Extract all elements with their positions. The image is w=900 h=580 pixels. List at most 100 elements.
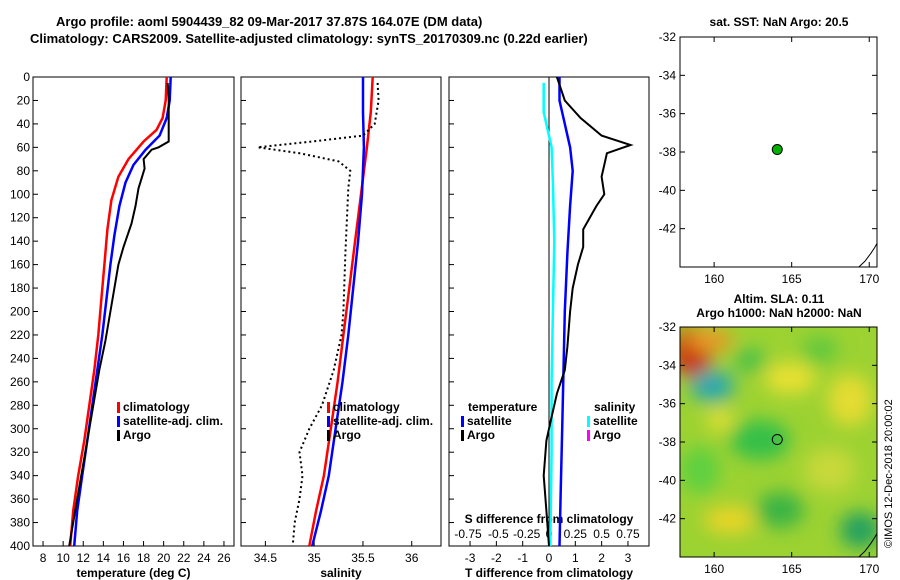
legend-s-satellite: satellite bbox=[593, 414, 638, 428]
temperature-xtick-label: 8 bbox=[40, 551, 47, 565]
salinity-diff-tick-label: -0.25 bbox=[513, 527, 541, 541]
depth-tick-label: 200 bbox=[10, 305, 30, 319]
sst-map-ytick-label: -40 bbox=[659, 183, 677, 197]
sst-map-ytick-label: -32 bbox=[659, 30, 677, 44]
depth-tick-label: 220 bbox=[10, 328, 30, 342]
legend-satellite-adj: satellite-adj. clim. bbox=[333, 414, 433, 428]
difference-xlabel-top: S difference from climatology bbox=[465, 512, 634, 526]
salinity-xtick-label: 36 bbox=[405, 551, 419, 565]
salinity-diff-tick-label: -0.75 bbox=[454, 527, 482, 541]
sla-map-ytick-label: -40 bbox=[659, 473, 677, 487]
legend-temperature-title: temperature bbox=[468, 400, 538, 414]
legend-t-satellite-swatch bbox=[461, 416, 464, 427]
temperature-xtick-label: 26 bbox=[217, 551, 231, 565]
depth-tick-label: 180 bbox=[10, 281, 30, 295]
sla-map-xtick-label: 160 bbox=[704, 562, 724, 576]
legend-satellite-adj-swatch bbox=[117, 416, 120, 427]
depth-tick-label: 380 bbox=[10, 516, 30, 530]
sla-map-title-line-2: Argo h1000: NaN h2000: NaN bbox=[696, 306, 861, 320]
depth-tick-label: 360 bbox=[10, 492, 30, 506]
sla-map-ytick-label: -38 bbox=[659, 435, 677, 449]
sla-map-argo-marker bbox=[771, 434, 783, 446]
salinity-diff-tick-label: 0.75 bbox=[616, 527, 640, 541]
depth-tick-label: 120 bbox=[10, 211, 30, 225]
legend-s-argo-swatch bbox=[587, 430, 590, 441]
legend-s-argo: Argo bbox=[593, 428, 621, 442]
salinity-series-argo bbox=[257, 82, 380, 547]
depth-tick-label: 300 bbox=[10, 422, 30, 436]
depth-tick-label: 140 bbox=[10, 234, 30, 248]
salinity-xtick-label: 35 bbox=[307, 551, 321, 565]
salinity-diff-tick-label: 0.5 bbox=[593, 527, 610, 541]
sst-map-xtick-label: 165 bbox=[782, 272, 802, 286]
temperature-series-climatology bbox=[68, 76, 168, 547]
legend-t-argo-swatch bbox=[461, 430, 464, 441]
salinity-series-climatology bbox=[308, 76, 374, 547]
difference-series-s-satellite bbox=[542, 82, 556, 547]
legend-satellite-adj: satellite-adj. clim. bbox=[123, 414, 223, 428]
depth-tick-label: 40 bbox=[17, 117, 31, 131]
temperature-xtick-label: 22 bbox=[177, 551, 191, 565]
legend-climatology: climatology bbox=[123, 400, 190, 414]
temperature-xlabel: temperature (deg C) bbox=[76, 566, 190, 580]
salinity-axes-frame bbox=[240, 76, 442, 547]
depth-tick-label: 260 bbox=[10, 375, 30, 389]
legend-t-satellite: satellite bbox=[467, 414, 512, 428]
difference-series-t-argo bbox=[542, 76, 634, 547]
legend-climatology-swatch bbox=[117, 402, 120, 413]
legend-climatology: climatology bbox=[333, 400, 400, 414]
legend-t-argo: Argo bbox=[467, 428, 495, 442]
depth-tick-label: 0 bbox=[23, 70, 30, 84]
difference-xtick-label: 3 bbox=[625, 551, 632, 565]
difference-xtick-label: -1 bbox=[517, 551, 528, 565]
sst-map-title: sat. SST: NaN Argo: 20.5 bbox=[710, 15, 849, 29]
salinity-diff-tick-label: -0.5 bbox=[488, 527, 509, 541]
depth-tick-label: 400 bbox=[10, 539, 30, 553]
salinity-series-satellite-adj-clim- bbox=[310, 77, 366, 547]
figure-title-line-1: Argo profile: aoml 5904439_82 09-Mar-201… bbox=[56, 14, 482, 29]
temperature-xtick-label: 10 bbox=[56, 551, 70, 565]
sst-map-ytick-label: -42 bbox=[659, 222, 677, 236]
sla-map-ytick-label: -32 bbox=[659, 320, 677, 334]
salinity-xtick-label: 34.5 bbox=[254, 551, 278, 565]
depth-tick-label: 160 bbox=[10, 258, 30, 272]
legend-argo-swatch bbox=[117, 430, 120, 441]
legend-salinity-title: salinity bbox=[594, 400, 636, 414]
difference-xtick-label: -2 bbox=[491, 551, 502, 565]
difference-series-t-satellite bbox=[558, 77, 574, 547]
sst-map-xtick-label: 160 bbox=[704, 272, 724, 286]
sst-map-coastline bbox=[858, 243, 878, 268]
salinity-xlabel: salinity bbox=[320, 566, 362, 580]
sla-map-xtick-label: 165 bbox=[782, 562, 802, 576]
imos-credit: ©IMOS 12-Dec-2018 20:00:02 bbox=[883, 399, 895, 548]
legend-climatology-swatch bbox=[327, 402, 330, 413]
temperature-xtick-label: 20 bbox=[157, 551, 171, 565]
sla-map-coastline bbox=[858, 533, 878, 558]
legend-argo-swatch bbox=[327, 430, 330, 441]
sst-map-xtick-label: 170 bbox=[859, 272, 879, 286]
depth-tick-label: 320 bbox=[10, 445, 30, 459]
difference-xlabel: T difference from climatology bbox=[465, 566, 633, 580]
salinity-diff-tick-label: 0 bbox=[546, 527, 553, 541]
legend-argo: Argo bbox=[123, 428, 151, 442]
difference-xtick-label: 2 bbox=[598, 551, 605, 565]
temperature-xtick-label: 18 bbox=[137, 551, 151, 565]
legend-s-satellite-swatch bbox=[587, 416, 590, 427]
legend-argo: Argo bbox=[333, 428, 361, 442]
temperature-xtick-label: 24 bbox=[197, 551, 211, 565]
sla-map-xtick-label: 170 bbox=[859, 562, 879, 576]
temperature-series-argo bbox=[68, 82, 170, 547]
sst-map-ytick-label: -34 bbox=[659, 68, 677, 82]
temperature-xtick-label: 16 bbox=[117, 551, 131, 565]
sla-map-title-line-1: Altim. SLA: 0.11 bbox=[734, 292, 825, 306]
difference-xtick-label: -3 bbox=[465, 551, 476, 565]
depth-tick-label: 100 bbox=[10, 187, 30, 201]
temperature-axes-frame bbox=[32, 76, 235, 547]
sla-map-ytick-label: -36 bbox=[659, 397, 677, 411]
depth-tick-label: 280 bbox=[10, 398, 30, 412]
depth-tick-label: 240 bbox=[10, 351, 30, 365]
sla-map-ytick-label: -42 bbox=[659, 512, 677, 526]
sst-map-ytick-label: -38 bbox=[659, 145, 677, 159]
